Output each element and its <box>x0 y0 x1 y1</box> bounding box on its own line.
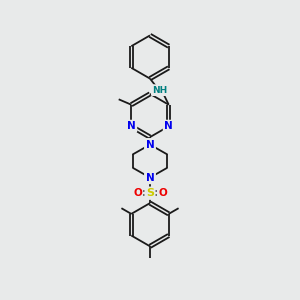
Text: N: N <box>146 140 154 150</box>
Text: N: N <box>164 121 173 131</box>
Text: O: O <box>158 188 167 198</box>
Text: N: N <box>127 121 136 131</box>
Text: N: N <box>146 172 154 183</box>
Text: S: S <box>146 188 154 198</box>
Text: NH: NH <box>152 86 168 95</box>
Text: O: O <box>133 188 142 198</box>
